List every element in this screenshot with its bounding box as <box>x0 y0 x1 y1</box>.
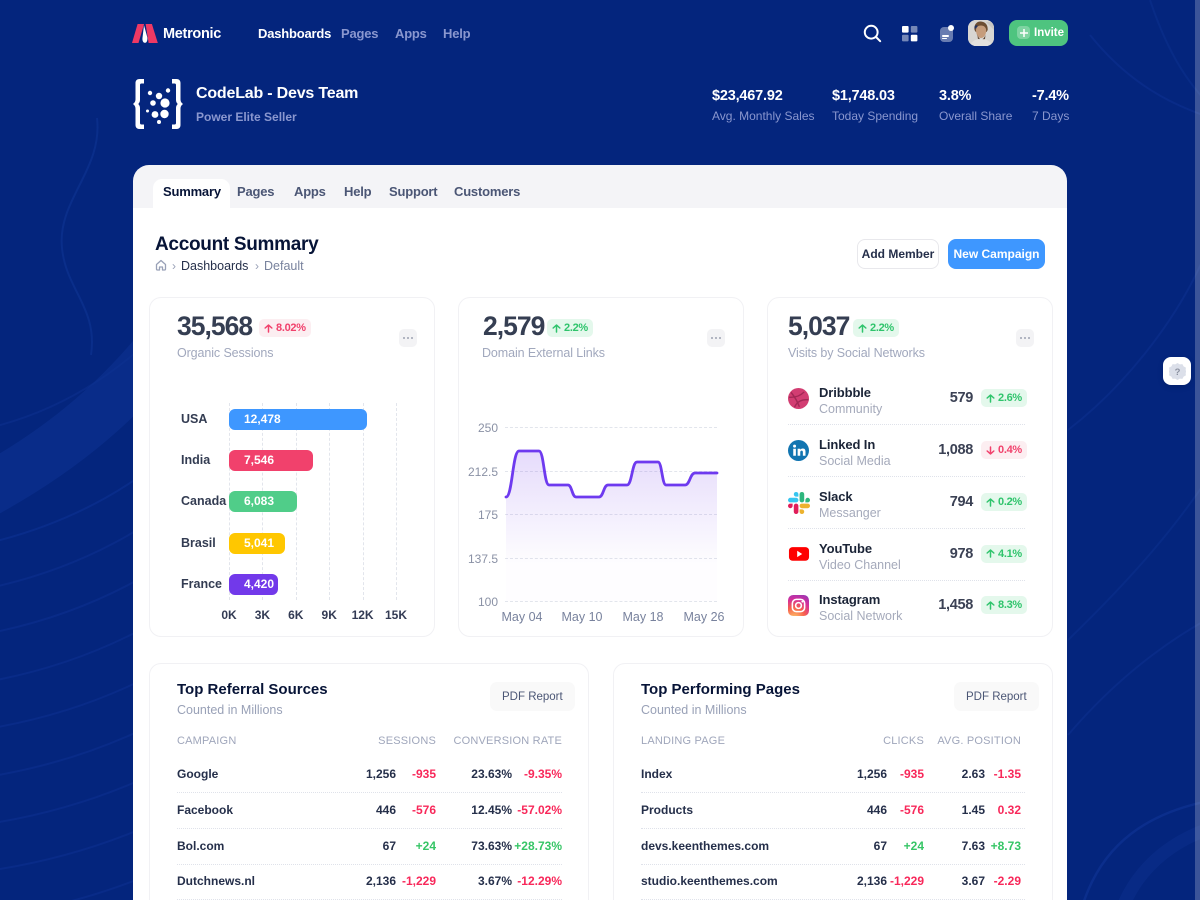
svg-text:?: ? <box>1174 367 1180 378</box>
